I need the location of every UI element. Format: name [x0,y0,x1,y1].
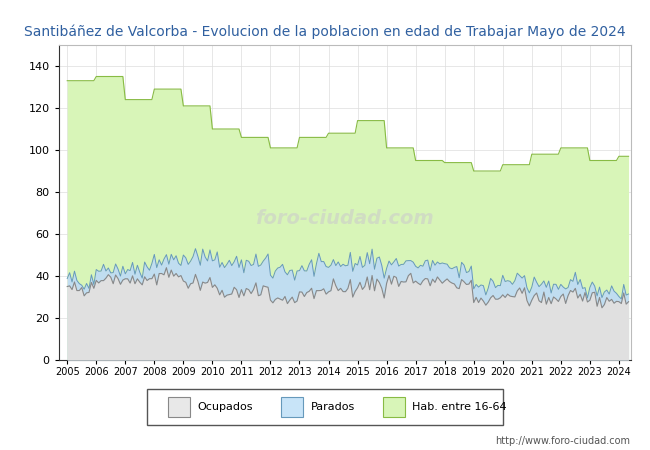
Bar [168,397,190,418]
Text: Hab. entre 16-64: Hab. entre 16-64 [412,402,507,412]
FancyBboxPatch shape [147,389,503,426]
Text: Parados: Parados [311,402,355,412]
Text: Ocupados: Ocupados [198,402,253,412]
Text: Santibáñez de Valcorba - Evolucion de la poblacion en edad de Trabajar Mayo de 2: Santibáñez de Valcorba - Evolucion de la… [24,24,626,39]
Text: http://www.foro-ciudad.com: http://www.foro-ciudad.com [495,436,630,446]
Text: foro-ciudad.com: foro-ciudad.com [255,209,434,228]
Bar [281,397,303,418]
Bar [384,397,405,418]
